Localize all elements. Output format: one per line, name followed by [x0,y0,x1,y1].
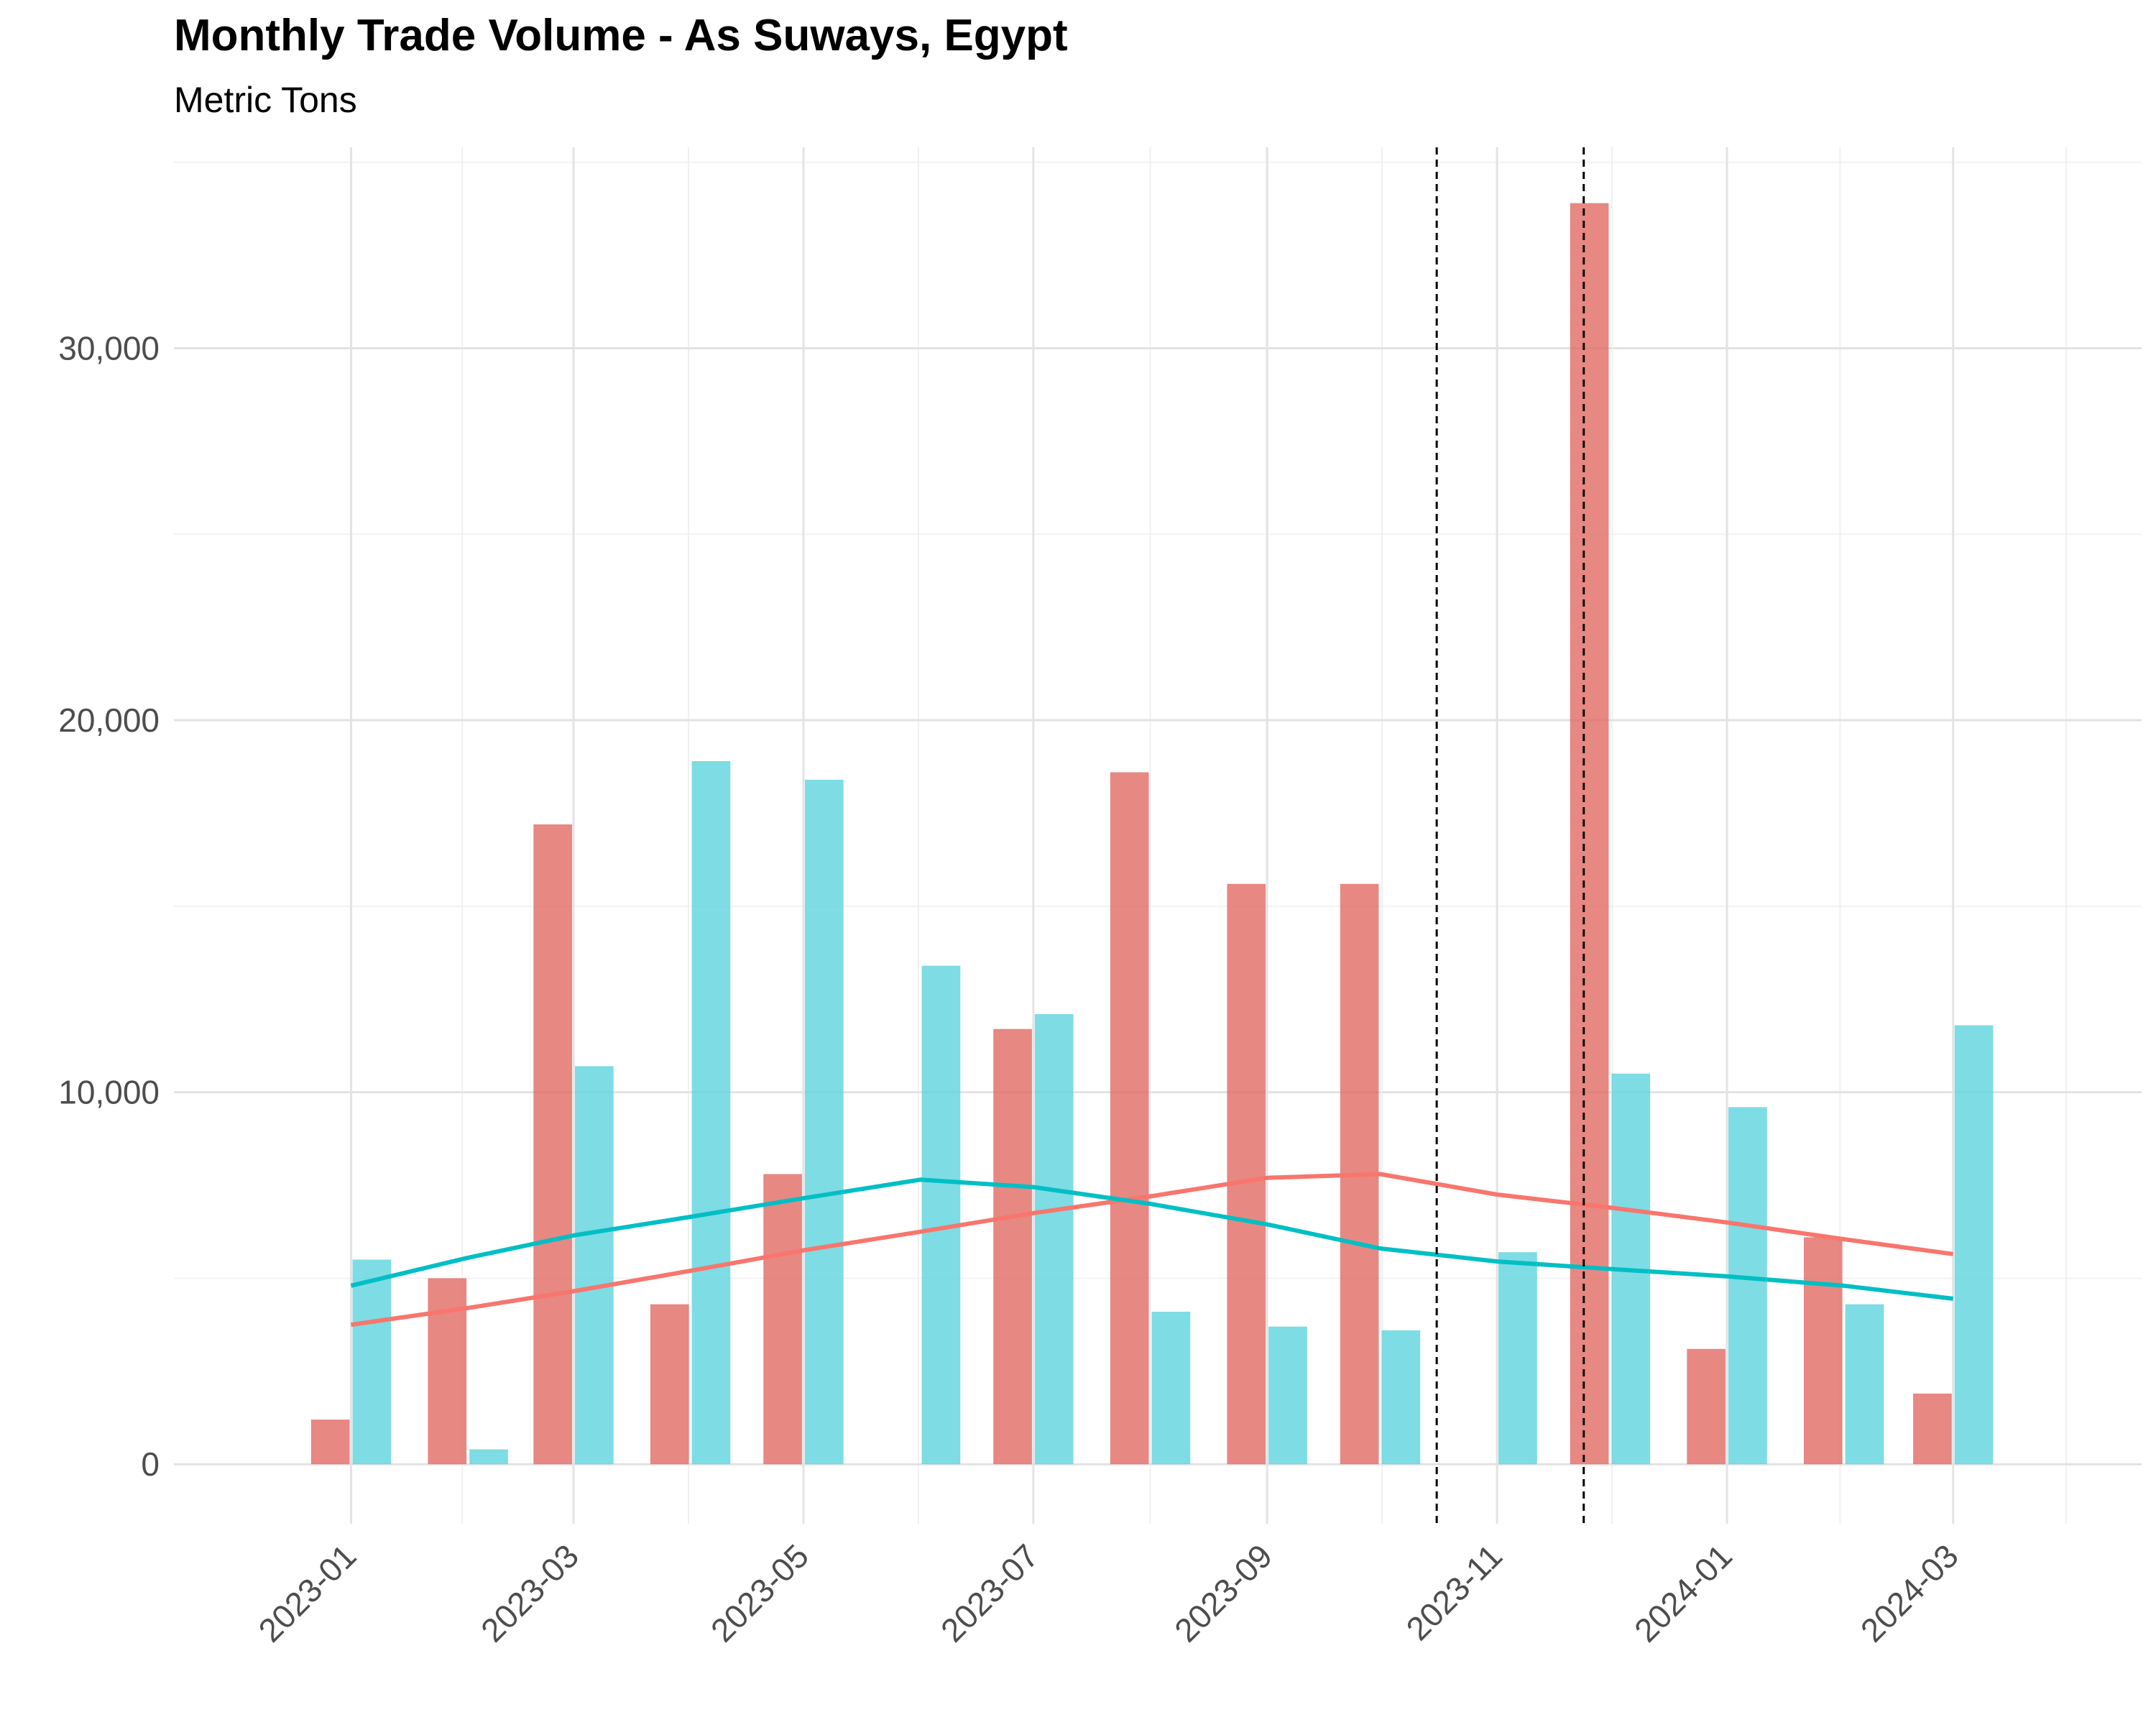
bar-series-1 [1913,1393,1952,1465]
x-tick-label: 2023-07 [934,1537,1046,1649]
trend-line-series-2 [350,1177,1954,1301]
bar-series-2 [1954,1025,1994,1465]
x-tick-label: 2024-01 [1627,1537,1739,1649]
y-tick-label: 10,000 [58,1074,160,1111]
x-tick-label: 2023-01 [251,1537,363,1649]
bar-series-2 [1728,1107,1767,1465]
y-tick-label: 30,000 [58,329,160,367]
bar-series-1 [763,1174,802,1465]
bar-series-2 [352,1259,392,1465]
x-tick-label: 2024-03 [1853,1537,1966,1649]
x-tick-label: 2023-03 [474,1537,586,1649]
bar-series-1 [1687,1348,1726,1465]
trend-line-layer [350,1172,1954,1328]
bar-layer [310,203,1994,1465]
bar-series-2 [1034,1013,1074,1465]
bar-series-1 [310,1420,350,1465]
bar-series-2 [1845,1304,1884,1465]
bar-series-1 [1570,203,1609,1465]
y-tick-label: 0 [141,1445,160,1483]
bar-series-1 [993,1029,1032,1465]
x-tick-label: 2023-11 [1399,1537,1509,1647]
bar-series-1 [650,1304,689,1465]
bar-series-1 [533,824,572,1465]
bar-series-1 [1110,772,1149,1465]
bar-series-2 [921,965,961,1465]
bar-series-1 [428,1278,467,1465]
bar-series-2 [574,1066,614,1465]
bar-series-2 [469,1449,508,1465]
bar-series-2 [1268,1326,1307,1465]
chart-subtitle: Metric Tons [174,80,357,120]
x-tick-label: 2023-09 [1167,1537,1279,1649]
x-tick-label: 2023-05 [704,1537,816,1649]
bar-series-2 [1381,1330,1421,1465]
trend-line-series-1 [351,1172,1954,1328]
bar-series-2 [691,760,731,1465]
reference-line-layer [1435,147,1585,1524]
grid-layer [174,147,2142,1524]
chart-title: Monthly Trade Volume - As Suways, Egypt [174,11,1068,60]
bar-series-1 [1803,1237,1843,1465]
y-tick-label: 20,000 [58,702,160,739]
bar-series-1 [1227,883,1266,1465]
bar-series-2 [1498,1252,1537,1465]
bar-series-2 [804,779,844,1465]
bar-series-2 [1151,1311,1191,1465]
